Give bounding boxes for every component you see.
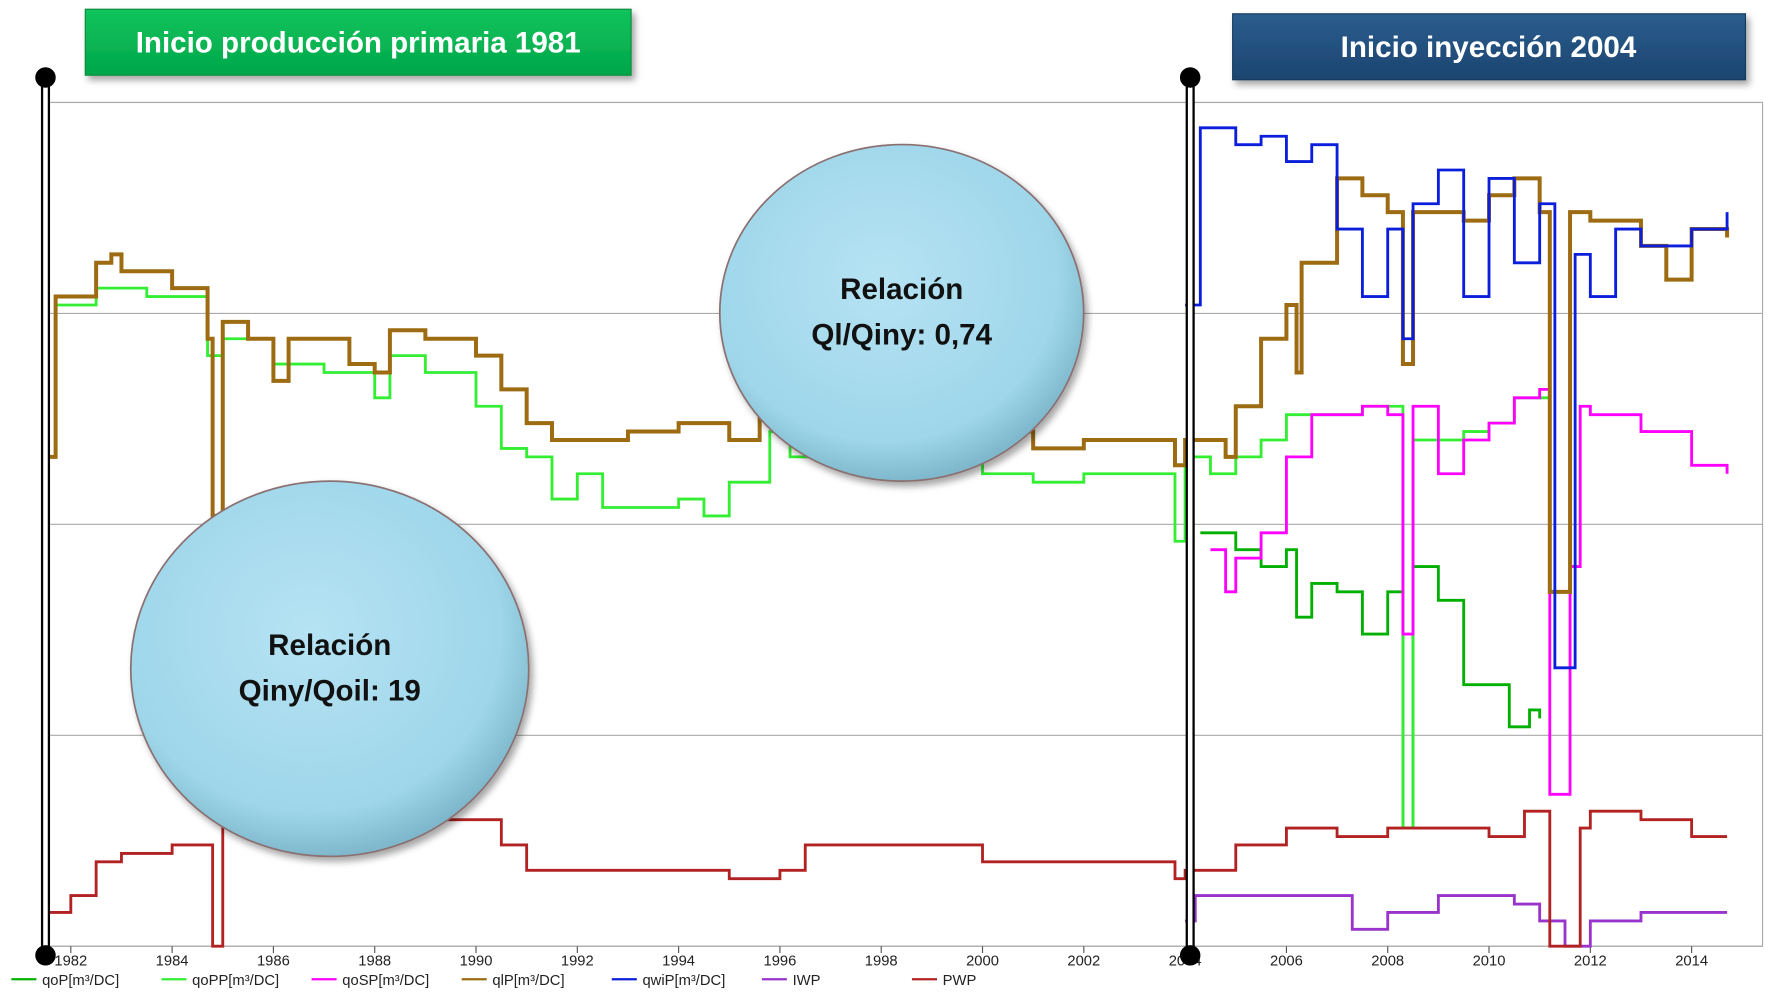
bubble-text: Ql/Qiny: 0,74	[811, 319, 992, 352]
x-tick-label: 2008	[1371, 954, 1404, 970]
x-tick-label: 1992	[561, 954, 594, 970]
bubble-text: Relación	[840, 273, 963, 306]
legend-label: PWP	[943, 973, 977, 989]
legend-label: qwiP[m³/DC]	[642, 973, 725, 989]
bubble-text: Relación	[268, 629, 391, 662]
legend-label: qoSP[m³/DC]	[342, 973, 429, 989]
marker-dot	[35, 945, 56, 966]
marker-dot	[35, 67, 56, 88]
marker-dot	[1179, 67, 1201, 88]
label-box	[84, 8, 632, 76]
x-tick-label: 2006	[1270, 954, 1303, 970]
x-tick-label: 1986	[257, 954, 290, 970]
legend-label: IWP	[793, 973, 821, 989]
series-line	[1200, 531, 1542, 830]
series-line	[1185, 894, 1728, 948]
marker-dot	[1179, 945, 1201, 966]
x-tick-label: 1988	[358, 954, 391, 970]
x-tick-label: 2000	[966, 954, 999, 970]
series-line	[1210, 387, 1729, 796]
x-tick-label: 1996	[763, 954, 796, 970]
legend-label: qlP[m³/DC]	[492, 973, 564, 989]
series-line	[1185, 126, 1729, 670]
x-tick-label: 1994	[662, 954, 695, 970]
x-tick-label: 2010	[1473, 954, 1506, 970]
x-tick-label: 1990	[460, 954, 493, 970]
label-text: Inicio inyección 2004	[1341, 31, 1637, 64]
x-tick-label: 1982	[54, 954, 87, 970]
label-text: Inicio producción primaria 1981	[136, 26, 581, 59]
bubble-text: Qiny/Qoil: 19	[239, 675, 421, 708]
x-tick-label: 2012	[1574, 954, 1607, 970]
x-tick-label: 1998	[865, 954, 898, 970]
event-marker	[40, 76, 51, 957]
series-line	[45, 286, 1552, 830]
ratio-bubble	[718, 143, 1085, 483]
legend-label: qoPP[m³/DC]	[192, 973, 279, 989]
label-box	[1232, 13, 1747, 81]
legend-label: qoP[m³/DC]	[42, 973, 119, 989]
x-tick-label: 2002	[1067, 954, 1100, 970]
series-line	[45, 809, 1728, 948]
ratio-bubble	[129, 480, 530, 858]
x-tick-label: 2014	[1675, 954, 1708, 970]
event-marker	[1185, 76, 1195, 957]
x-tick-label: 1984	[156, 954, 189, 970]
